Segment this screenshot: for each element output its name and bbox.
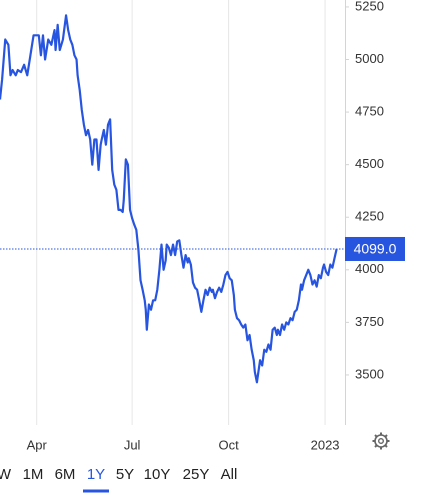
- y-tick-label: 5000: [355, 51, 384, 66]
- y-tick-label: 3500: [355, 366, 384, 381]
- y-tick-label: 5250: [355, 0, 384, 13]
- gear-teeth: [372, 432, 390, 450]
- gear-hub: [378, 438, 384, 444]
- range-button[interactable]: 5Y: [116, 466, 134, 483]
- y-tick-label: 4500: [355, 156, 384, 171]
- price-line: [0, 14, 338, 384]
- range-button[interactable]: 25Y: [183, 466, 210, 483]
- settings-icon[interactable]: [372, 432, 390, 450]
- last-price-label: 4099.0: [354, 241, 397, 257]
- last-price-box: [345, 236, 405, 261]
- x-tick-label: Jul: [124, 437, 141, 452]
- y-tick-label: 3750: [355, 314, 384, 329]
- range-button[interactable]: 6M: [55, 466, 76, 483]
- y-tick-label: 4250: [355, 209, 384, 224]
- range-button[interactable]: 10Y: [144, 466, 171, 483]
- x-tick-label: Apr: [27, 437, 48, 452]
- y-tick-label: 4000: [355, 261, 384, 276]
- range-button[interactable]: 1M: [23, 466, 44, 483]
- x-tick-label: Oct: [218, 437, 239, 452]
- range-button[interactable]: 1Y: [87, 466, 105, 483]
- x-tick-label: 2023: [311, 437, 340, 452]
- range-button[interactable]: W: [0, 466, 12, 483]
- y-tick-label: 4750: [355, 104, 384, 119]
- range-button[interactable]: All: [221, 466, 238, 483]
